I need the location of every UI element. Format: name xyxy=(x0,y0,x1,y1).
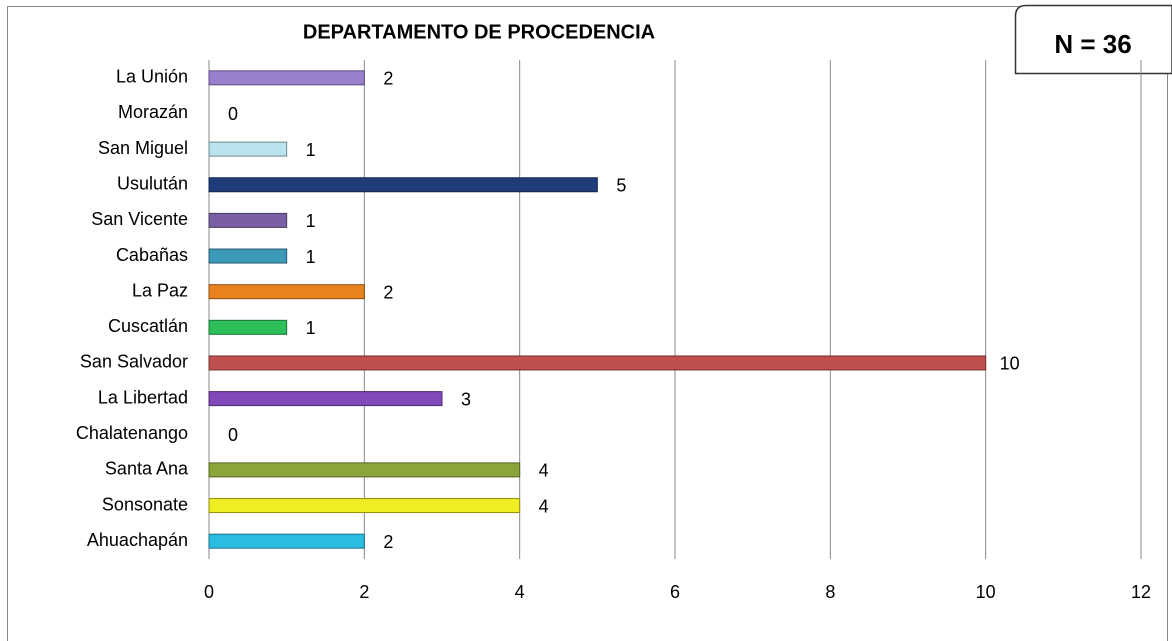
y-tick-label: Sonsonate xyxy=(102,494,188,514)
data-label: 1 xyxy=(306,211,316,231)
bar xyxy=(208,284,365,300)
x-tick-label: 10 xyxy=(976,582,996,602)
x-tick-label: 6 xyxy=(670,582,680,602)
data-label: 0 xyxy=(228,104,238,124)
bar xyxy=(208,391,443,407)
bar xyxy=(208,319,288,335)
bar xyxy=(208,355,987,371)
data-label: 1 xyxy=(306,247,316,267)
data-label: 0 xyxy=(228,425,238,445)
annotation-box xyxy=(1014,4,1172,75)
y-tick-label: Cabañas xyxy=(116,245,188,265)
x-tick-label: 12 xyxy=(1131,582,1151,602)
x-tick-label: 2 xyxy=(359,582,369,602)
data-label: 1 xyxy=(306,318,316,338)
y-tick-label: Morazán xyxy=(118,102,188,122)
bar xyxy=(208,248,288,264)
data-label: 2 xyxy=(383,532,393,552)
bar xyxy=(208,212,288,228)
bar xyxy=(208,70,365,86)
bar xyxy=(208,498,521,514)
bar xyxy=(208,177,598,193)
data-label: 1 xyxy=(306,140,316,160)
bar xyxy=(208,533,365,549)
annotation: N = 36 xyxy=(1054,29,1131,59)
data-label: 5 xyxy=(616,176,626,196)
y-tick-label: Chalatenango xyxy=(76,423,188,443)
y-tick-label: Santa Ana xyxy=(105,459,189,479)
data-label: 3 xyxy=(461,389,471,409)
x-tick-label: 8 xyxy=(825,582,835,602)
y-tick-label: Ahuachapán xyxy=(87,530,188,550)
y-tick-label: San Vicente xyxy=(91,209,188,229)
chart-title: DEPARTAMENTO DE PROCEDENCIA xyxy=(303,21,655,43)
data-label: 4 xyxy=(539,461,549,481)
y-tick-label: San Miguel xyxy=(98,138,188,158)
y-tick-label: Usulután xyxy=(117,174,188,194)
data-label: 2 xyxy=(383,69,393,89)
data-label: 2 xyxy=(383,282,393,302)
y-tick-label: La Libertad xyxy=(98,387,188,407)
y-tick-label: Cuscatlán xyxy=(108,316,188,336)
data-label: 10 xyxy=(1000,354,1020,374)
x-tick-label: 0 xyxy=(204,582,214,602)
bar xyxy=(208,462,521,478)
y-tick-label: La Unión xyxy=(116,67,188,87)
y-tick-label: La Paz xyxy=(132,280,188,300)
data-label: 4 xyxy=(539,496,549,516)
bar xyxy=(208,141,288,157)
y-tick-label: San Salvador xyxy=(80,352,188,372)
x-tick-label: 4 xyxy=(515,582,525,602)
chart-border xyxy=(7,6,1168,641)
